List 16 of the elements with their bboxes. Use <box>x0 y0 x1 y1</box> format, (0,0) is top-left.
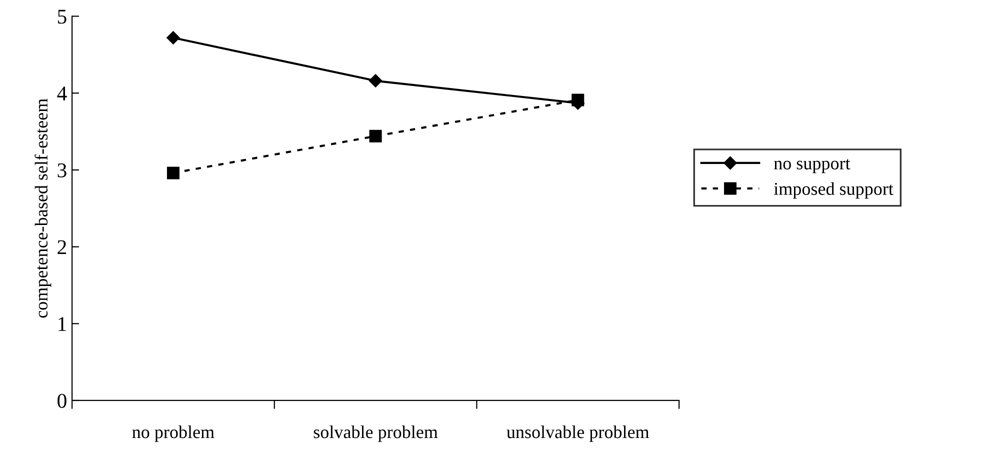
x-tick-label: unsolvable problem <box>506 425 650 442</box>
y-tick-label: 4 <box>57 86 67 100</box>
legend-label: imposed support <box>774 182 894 199</box>
y-tick-label: 5 <box>58 10 66 24</box>
y-tick-label: 3 <box>58 163 66 178</box>
legend-label: no support <box>774 159 850 174</box>
x-tick-label: solvable problem <box>314 425 438 442</box>
y-tick-label: 2 <box>58 240 66 254</box>
y-tick-label: 1 <box>58 317 66 331</box>
y-axis-title: competence-based self-esteem <box>34 98 52 318</box>
x-tick-label: no problem <box>132 425 214 442</box>
y-tick-label: 0 <box>58 394 66 408</box>
point <box>369 130 382 142</box>
point <box>368 74 382 88</box>
point <box>166 166 180 180</box>
point <box>166 31 180 44</box>
